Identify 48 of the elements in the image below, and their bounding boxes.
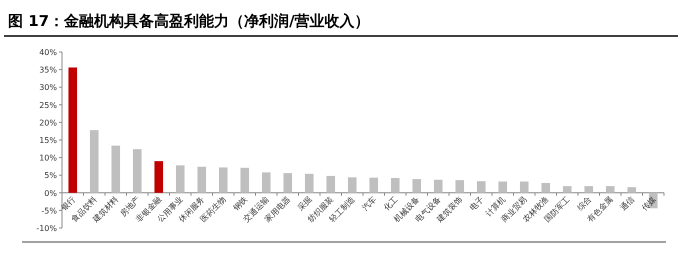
y-tick-label: 30%	[39, 83, 58, 92]
y-tick-label: 25%	[39, 100, 58, 110]
bar	[476, 181, 486, 193]
bar	[455, 180, 464, 193]
bar	[584, 186, 594, 193]
bar	[218, 167, 228, 193]
y-tick-label: 5%	[44, 171, 58, 180]
x-tick-label: 传媒	[640, 194, 658, 213]
y-tick-label: 40%	[39, 48, 58, 57]
x-tick-label: 通信	[618, 194, 636, 213]
bar	[154, 161, 164, 193]
bar	[176, 165, 185, 193]
bar	[262, 172, 271, 193]
bar	[498, 182, 508, 193]
bar	[412, 179, 422, 193]
bar	[606, 186, 615, 193]
bar	[369, 178, 378, 193]
bar	[240, 168, 250, 193]
y-tick-label: -10%	[36, 224, 58, 233]
y-tick-label: 35%	[39, 66, 58, 75]
bar	[562, 186, 572, 193]
bar	[520, 182, 529, 193]
bar	[68, 67, 78, 193]
bar	[326, 176, 336, 193]
x-tick-label: 钢铁	[230, 194, 250, 214]
x-tick-label: 采掘	[296, 194, 314, 213]
bar	[90, 130, 99, 193]
bar	[132, 149, 142, 193]
bar	[541, 182, 550, 193]
y-tick-label: 10%	[39, 154, 58, 163]
chart-title: 图 17：金融机构具备高盈利能力（净利润/营业收入）	[8, 12, 370, 30]
bar	[434, 180, 443, 193]
x-tick-label: 化工	[382, 194, 400, 213]
y-tick-label: -5%	[41, 206, 58, 216]
y-tick-label: 20%	[39, 118, 58, 128]
bar	[197, 166, 206, 193]
y-tick-label: 15%	[39, 136, 58, 145]
bar	[390, 178, 400, 193]
bar	[283, 173, 292, 193]
bar	[111, 146, 120, 193]
y-tick-label: 0%	[44, 188, 58, 198]
x-tick-label: 综合	[575, 194, 594, 213]
bar	[348, 177, 357, 193]
bar	[627, 187, 636, 193]
x-tick-label: 银行	[58, 194, 78, 214]
bar	[304, 174, 314, 193]
x-tick-label: 电子	[468, 194, 486, 213]
x-tick-label: 汽车	[360, 194, 378, 213]
